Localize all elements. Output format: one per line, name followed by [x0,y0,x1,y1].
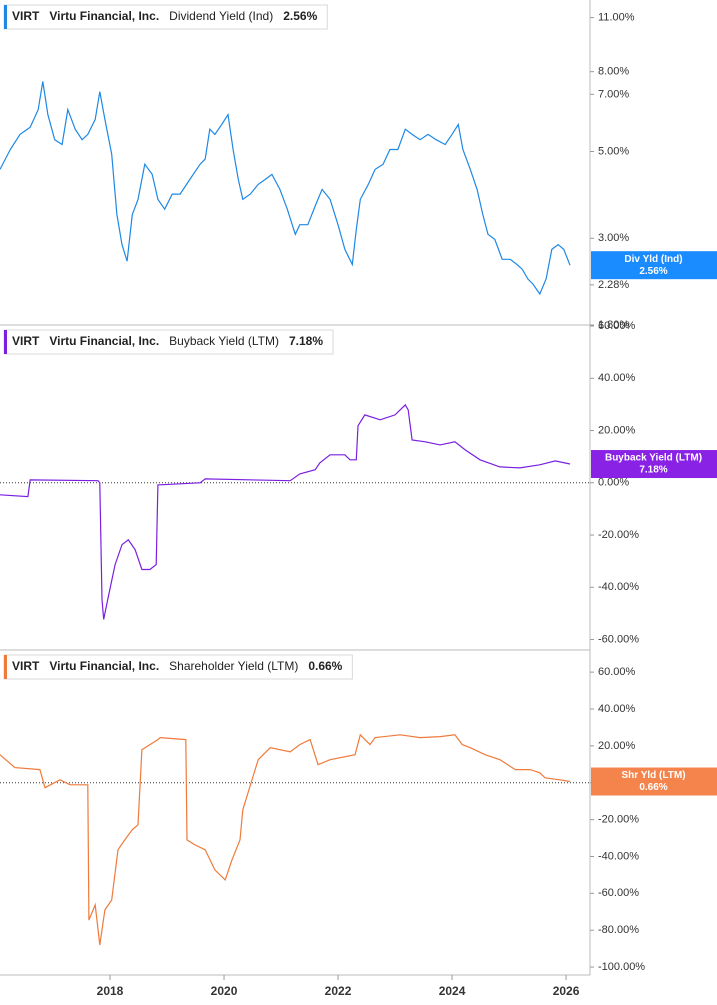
series-line [0,81,571,296]
header-text: VIRT [12,659,40,673]
y-tick-label: 8.00% [598,66,629,78]
y-tick-label: 2.28% [598,279,629,291]
header-text: 2.56% [283,9,317,23]
header-accent [4,5,7,29]
badge-value: 7.18% [639,465,667,476]
y-tick-label: -60.00% [598,633,639,645]
badge-name: Shr Yld (LTM) [621,770,685,781]
series-line [0,403,571,620]
header-text: 0.66% [308,659,342,673]
header-text: Dividend Yield (Ind) [169,9,273,23]
y-tick-label: 5.00% [598,145,629,157]
y-tick-label: 3.00% [598,232,629,244]
header-text: Buyback Yield (LTM) [169,334,279,348]
y-tick-label: -20.00% [598,529,639,541]
y-tick-label: 60.00% [598,666,636,678]
y-tick-label: -20.00% [598,814,639,826]
x-tick-label: 2026 [553,984,580,998]
header-text: Virtu Financial, Inc. [49,334,159,348]
y-tick-label: 0.00% [598,477,629,489]
header-text: VIRT [12,9,40,23]
badge-value: 0.66% [639,782,667,793]
header-text: 7.18% [289,334,323,348]
y-tick-label: 7.00% [598,88,629,100]
y-tick-label: -60.00% [598,887,639,899]
header-box [3,654,353,680]
x-tick-label: 2018 [97,984,124,998]
y-tick-label: 1.80% [598,319,629,331]
y-tick-label: 60.00% [598,320,636,332]
badge-value: 2.56% [639,266,667,277]
header-text: VIRT [12,334,40,348]
x-tick-label: 2022 [325,984,352,998]
badge-name: Div Yld (Ind) [624,254,682,265]
y-tick-label: 20.00% [598,740,636,752]
header-accent [4,330,7,354]
y-tick-label: -80.00% [598,924,639,936]
value-badge [591,251,717,280]
value-badge [591,450,717,479]
header-text: Virtu Financial, Inc. [49,9,159,23]
badge-name: Buyback Yield (LTM) [605,453,702,464]
y-tick-label: -40.00% [598,850,639,862]
x-tick-label: 2020 [211,984,238,998]
header-accent [4,655,7,679]
value-badge [591,767,717,796]
y-tick-label: 20.00% [598,424,636,436]
y-tick-label: 11.00% [598,11,635,23]
series-line [0,733,571,946]
y-tick-label: -100.00% [598,961,645,973]
y-tick-label: -40.00% [598,581,639,593]
header-box [3,4,328,30]
header-text: Shareholder Yield (LTM) [169,659,298,673]
y-tick-label: 40.00% [598,372,636,384]
x-tick-label: 2024 [439,984,466,998]
header-text: Virtu Financial, Inc. [49,659,159,673]
y-tick-label: 40.00% [598,703,636,715]
